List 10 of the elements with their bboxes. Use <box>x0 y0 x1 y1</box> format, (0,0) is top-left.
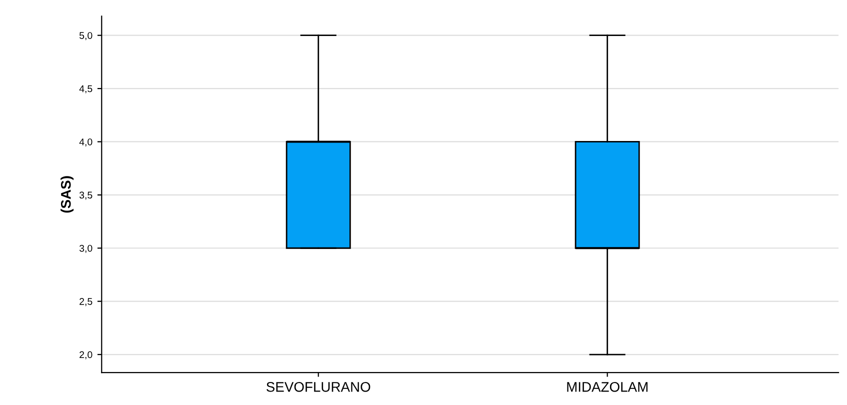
y-tick-label: 3,0 <box>79 244 92 253</box>
y-tick-label: 4,0 <box>79 138 92 147</box>
y-axis-title: (SAS) <box>60 176 74 213</box>
x-tick-label: SEVOFLURANO <box>266 382 370 392</box>
y-tick-label: 3,5 <box>79 192 92 200</box>
y-tick-label: 2,0 <box>80 351 92 360</box>
y-tick-label: 5,0 <box>79 32 92 40</box>
x-tick-label: MIDAZOLAM <box>567 382 648 392</box>
y-tick-label: 4,5 <box>79 85 92 94</box>
y-tick-label: 2,5 <box>80 298 92 306</box>
